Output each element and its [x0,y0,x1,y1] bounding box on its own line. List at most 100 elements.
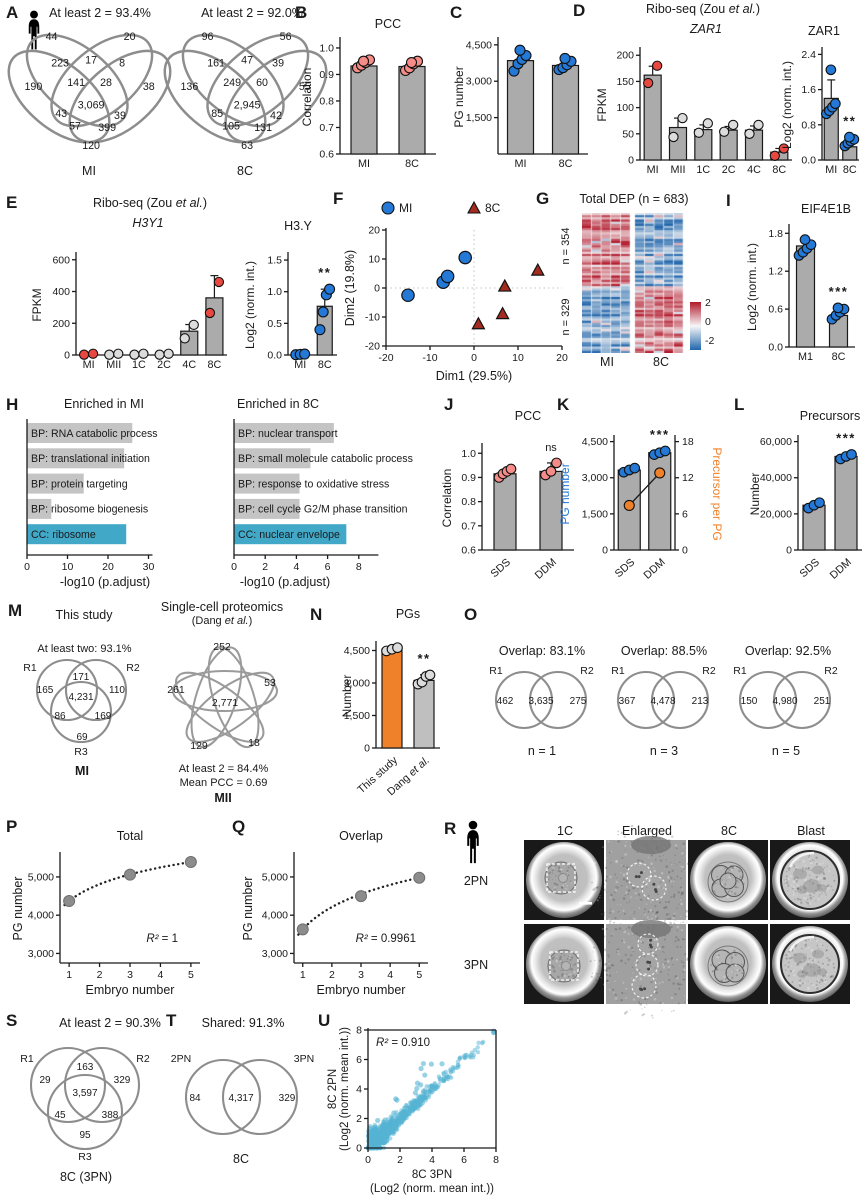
svg-text:4: 4 [293,561,299,573]
panel-t-bottom-label: 8C [233,1152,249,1166]
svg-text:4,000: 4,000 [262,910,288,922]
bar [398,65,426,155]
panel-m-right-sub: (Dang et al.) [191,615,253,627]
svg-text:600: 600 [52,254,70,266]
panel-c-label: C [450,3,463,22]
venn2-n3: 367 4,478 213 R1 R2 [611,665,716,730]
panel-e-protein-title: H3.Y [284,219,312,233]
panel-r-row-2pn: 2PN [463,874,489,888]
data-point [505,463,517,475]
venn-circle [221,1058,299,1136]
svg-text:17: 17 [85,54,97,66]
svg-text:50: 50 [622,128,634,140]
svg-text:190: 190 [24,81,42,93]
panel-d-ribo-chart: 0 50 100 150 200 MI MII 1C 2C 4C 8C FPKM [595,47,792,176]
data-point [497,278,512,292]
panel-e-suptitle: Ribo-seq (Zou et al.) [93,196,207,210]
svg-text:40,000: 40,000 [760,472,792,484]
svg-text:1,500: 1,500 [344,710,370,722]
svg-text:Dim2 (19.8%): Dim2 (19.8%) [343,250,357,326]
data-point [184,856,197,869]
venn-ellipse [190,646,243,749]
bar [506,60,535,155]
bar [205,297,224,356]
svg-text:0.8: 0.8 [801,119,816,131]
svg-text:42: 42 [270,110,282,122]
svg-text:(Log2 (norm. mean int.)): (Log2 (norm. mean int.)) [370,1183,494,1195]
svg-text:29: 29 [39,1075,51,1086]
venn-ellipse [207,646,260,749]
svg-text:169: 169 [95,711,112,722]
panel-i-chart: 0.0 0.6 1.2 1.8 M1 8C *** Log2 (norm. int.) [745,224,855,363]
svg-text:MII: MII [671,164,686,176]
precursor-point [623,499,635,511]
svg-text:0.0: 0.0 [801,155,816,167]
svg-text:PGs: PGs [396,607,420,621]
svg-text:Dim1 (29.5%): Dim1 (29.5%) [436,369,512,383]
data-point [87,348,99,359]
svg-text:84: 84 [189,1093,201,1104]
panel-d-protein-title: ZAR1 [808,24,840,38]
panel-o-title-1: Overlap: 83.1% [498,644,586,658]
panel-h-label: H [6,395,19,414]
svg-text:Number: Number [748,473,762,516]
panel-l-chart: 0 20,000 40,000 60,000 SDS DDM *** Precursors Nu… [748,409,862,582]
svg-text:20: 20 [556,352,568,364]
svg-text:69: 69 [76,732,88,743]
data-point [458,250,472,265]
svg-text:0.6: 0.6 [319,149,334,161]
svg-text:R² = 1: R² = 1 [146,933,178,945]
svg-text:30: 30 [143,561,155,573]
svg-text:8C: 8C [208,359,222,371]
svg-text:3,000: 3,000 [466,76,492,88]
panel-o-title-2: Overlap: 88.5% [620,644,708,658]
svg-text:6: 6 [461,1154,467,1166]
svg-text:39: 39 [114,110,126,122]
venn-circle [528,670,588,730]
venn2-2pn3pn: 84 4,317 329 2PN 3PN [171,1053,314,1136]
svg-text:4C: 4C [747,164,761,176]
svg-text:R2: R2 [580,665,594,677]
panel-h-right-title: Enriched in 8C [237,397,319,411]
panel-r-label: R [444,819,457,838]
panel-r-col-blast: Blast [797,824,825,838]
data-point [355,890,367,903]
svg-text:-20: -20 [365,341,380,353]
heatmap-up-count: n = 354 [560,227,572,265]
panel-d-protein-chart: 0.0 0.8 1.6 2.4 MI 8C ** Log2 (norm. int.) [780,47,860,176]
svg-text:**: ** [417,651,430,666]
panel-n-label: N [310,605,323,624]
data-point [213,276,225,288]
venn-circle [29,1046,107,1124]
data-point [413,871,426,884]
svg-text:20: 20 [368,225,380,237]
data-point [753,119,764,131]
svg-text:95: 95 [79,1130,91,1141]
venn3-8c3pn: 29 163 329 3,597 45 388 95 R1 R2 R3 [20,1046,150,1163]
venn-circle [650,670,710,730]
svg-text:20,000: 20,000 [760,508,792,520]
svg-text:1.2: 1.2 [768,266,783,278]
svg-text:2,945: 2,945 [234,99,261,111]
hbar [27,524,127,545]
svg-text:MI: MI [83,359,95,371]
data-point [799,234,811,245]
svg-text:213: 213 [692,696,709,707]
panel-f-pca-chart: MI 8C -20 -10 0 10 20 -20 -10 0 10 20 Dim2 (19.8%) Di… [343,200,568,383]
panel-r-col-8c: 8C [721,824,737,838]
data-point [299,348,311,360]
svg-text:400: 400 [52,286,70,298]
svg-text:0.5: 0.5 [267,318,282,330]
svg-text:0.0: 0.0 [768,342,783,354]
svg-text:R2: R2 [126,662,140,674]
svg-text:0: 0 [602,545,608,557]
svg-text:261: 261 [167,684,185,696]
data-point [659,445,671,457]
svg-text:Overlap: Overlap [339,829,383,843]
data-point [317,306,329,318]
data-point [728,119,739,131]
panel-j-label: J [444,395,454,414]
panel-e-label: E [6,193,18,212]
svg-text:SDS: SDS [797,556,822,580]
